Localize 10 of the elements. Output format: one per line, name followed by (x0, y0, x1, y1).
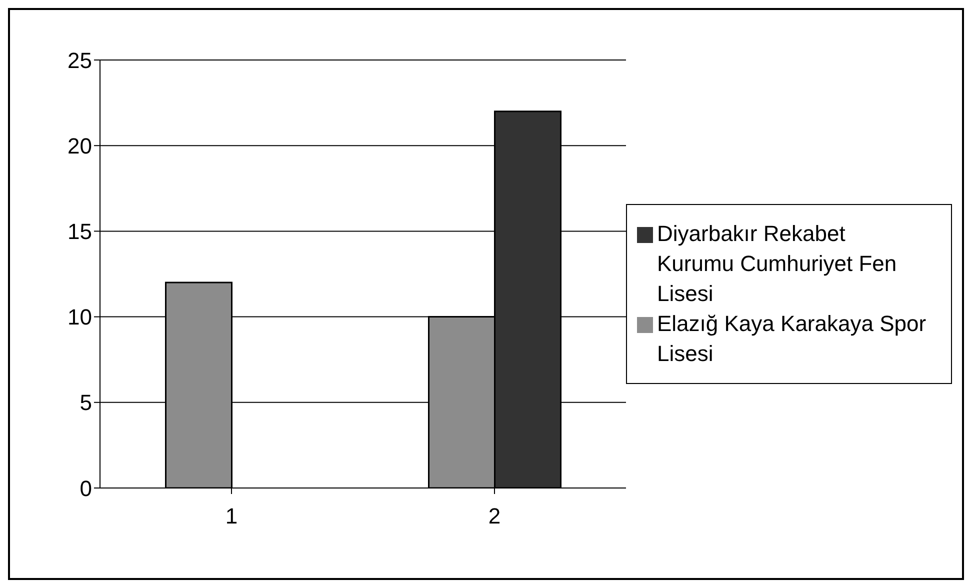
y-tick-label: 10 (68, 304, 92, 330)
x-tick-label: 2 (488, 504, 501, 529)
legend-label: Diyarbakır Rekabet Kurumu Cumhuriyet Fen Lisesi (657, 220, 898, 308)
y-tick-label: 25 (68, 48, 92, 73)
y-tick-label: 15 (68, 219, 92, 244)
legend-label: Elazığ Kaya Karakaya Spor Lisesi (657, 310, 927, 368)
y-tick-label: 0 (80, 476, 92, 501)
y-tick-label: 5 (80, 390, 92, 416)
y-tick-label: 20 (68, 133, 92, 158)
x-tick-label: 1 (225, 504, 238, 529)
